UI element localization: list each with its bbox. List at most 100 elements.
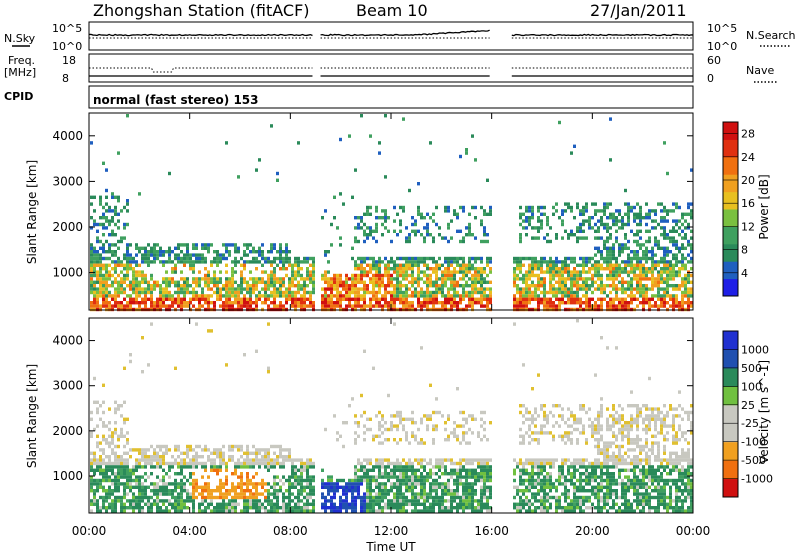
heatmap-cell — [444, 267, 447, 271]
heatmap-cell — [114, 287, 117, 291]
heatmap-cell — [327, 287, 330, 291]
heatmap-cell — [333, 492, 336, 496]
heatmap-cell — [438, 233, 441, 237]
heatmap-cell — [672, 253, 675, 257]
heatmap-cell — [288, 455, 291, 459]
heatmap-cell — [456, 229, 459, 233]
heatmap-cell — [99, 485, 102, 489]
heatmap-cell — [654, 280, 657, 284]
heatmap-cell — [537, 209, 540, 213]
heatmap-cell — [96, 290, 99, 295]
heatmap-cell — [231, 482, 234, 486]
heatmap-cell — [642, 287, 645, 291]
heatmap-cell — [573, 144, 576, 148]
heatmap-cell — [366, 461, 369, 466]
heatmap-cell — [168, 246, 171, 250]
heatmap-cell — [393, 414, 396, 418]
heatmap-cell — [483, 410, 486, 415]
heatmap-cell — [264, 287, 267, 291]
heatmap-cell — [534, 485, 537, 489]
heatmap-cell — [225, 141, 228, 145]
heatmap-cell — [660, 233, 663, 237]
heatmap-cell — [261, 482, 264, 486]
heatmap-cell — [366, 284, 369, 288]
heatmap-cell — [174, 290, 177, 295]
heatmap-cell — [330, 489, 333, 493]
heatmap-cell — [165, 304, 168, 308]
heatmap-cell — [417, 209, 420, 213]
heatmap-cell — [351, 495, 354, 500]
heatmap-cell — [384, 304, 387, 308]
heatmap-cell — [255, 492, 258, 496]
heatmap-cell — [120, 455, 123, 459]
heatmap-cell — [183, 287, 186, 291]
heatmap-cell — [483, 277, 486, 281]
heatmap-cell — [111, 233, 114, 237]
heatmap-cell — [216, 250, 219, 254]
heatmap-cell — [516, 260, 519, 264]
heatmap-cell — [372, 277, 375, 281]
heatmap-cell — [432, 438, 435, 442]
heatmap-cell — [108, 502, 111, 506]
heatmap-cell — [225, 461, 228, 466]
heatmap-cell — [354, 431, 357, 435]
heatmap-cell — [99, 246, 102, 250]
heatmap-cell — [141, 492, 144, 496]
heatmap-cell — [123, 465, 126, 469]
heatmap-cell — [444, 205, 447, 210]
heatmap-cell — [528, 270, 531, 274]
heatmap-cell — [384, 438, 387, 442]
heatmap-cell — [177, 461, 180, 466]
heatmap-cell — [372, 304, 375, 308]
heatmap-cell — [102, 273, 105, 278]
heatmap-cell — [324, 495, 327, 500]
heatmap-cell — [111, 465, 114, 469]
heatmap-cell — [327, 489, 330, 493]
heatmap-cell — [201, 253, 204, 257]
heatmap-cell — [324, 509, 327, 513]
heatmap-cell — [333, 273, 336, 278]
heatmap-cell — [153, 448, 156, 452]
heatmap-cell — [126, 417, 129, 421]
heatmap-cell — [456, 270, 459, 274]
heatmap-cell — [201, 294, 204, 298]
heatmap-cell — [198, 270, 201, 274]
heatmap-cell — [225, 304, 228, 308]
heatmap-cell — [372, 489, 375, 493]
heatmap-cell — [684, 273, 687, 278]
heatmap-cell — [210, 280, 213, 284]
heatmap-cell — [108, 458, 111, 462]
heatmap-cell — [108, 495, 111, 500]
heatmap-cell — [237, 458, 240, 462]
heatmap-cell — [225, 270, 228, 274]
heatmap-cell — [390, 485, 393, 489]
heatmap-cell — [282, 250, 285, 254]
heatmap-cell — [486, 256, 489, 261]
heatmap-cell — [690, 236, 693, 240]
heatmap-cell — [246, 472, 249, 476]
heatmap-cell — [465, 441, 468, 445]
heatmap-cell — [486, 478, 489, 483]
heatmap-cell — [378, 492, 381, 496]
heatmap-cell — [249, 243, 252, 247]
heatmap-cell — [411, 222, 414, 227]
heatmap-cell — [141, 301, 144, 305]
heatmap-cell — [519, 233, 522, 237]
heatmap-cell — [153, 256, 156, 261]
heatmap-cell — [396, 499, 399, 503]
heatmap-cell — [663, 246, 666, 250]
heatmap-cell — [189, 475, 192, 479]
heatmap-cell — [363, 212, 366, 216]
heatmap-cell — [543, 277, 546, 281]
heatmap-cell — [339, 294, 342, 298]
heatmap-cell — [225, 297, 228, 301]
heatmap-cell — [360, 114, 363, 118]
heatmap-cell — [324, 506, 327, 510]
heatmap-cell — [363, 410, 366, 415]
heatmap-cell — [546, 260, 549, 264]
heatmap-cell — [225, 280, 228, 284]
heatmap-cell — [219, 304, 222, 308]
heatmap-cell — [660, 270, 663, 274]
heatmap-cell — [543, 301, 546, 305]
heatmap-cell — [519, 461, 522, 466]
